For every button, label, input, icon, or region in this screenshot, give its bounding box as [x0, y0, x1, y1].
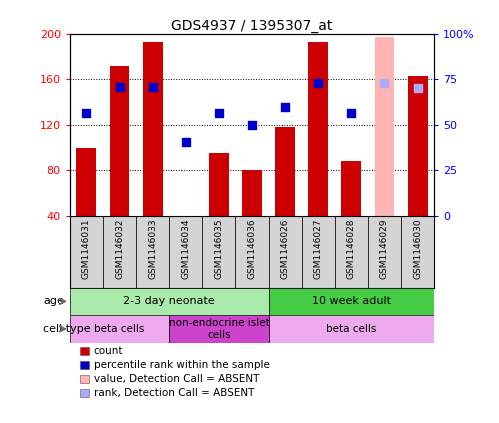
Text: rank, Detection Call = ABSENT: rank, Detection Call = ABSENT — [94, 388, 254, 398]
Bar — [70, 216, 103, 288]
Bar — [176, 216, 196, 218]
Point — [149, 84, 157, 91]
Bar — [70, 315, 169, 343]
Point — [116, 84, 124, 91]
Point — [82, 110, 90, 117]
Bar — [375, 37, 394, 216]
Text: age: age — [43, 297, 64, 306]
Bar — [268, 216, 302, 288]
Text: GSM1146032: GSM1146032 — [115, 219, 124, 279]
Text: beta cells: beta cells — [326, 324, 377, 334]
Bar — [401, 216, 434, 288]
Bar — [143, 42, 163, 216]
Bar — [341, 161, 361, 216]
Text: GSM1146027: GSM1146027 — [314, 219, 323, 279]
Point — [380, 80, 388, 86]
Text: GSM1146028: GSM1146028 — [347, 219, 356, 279]
Bar — [202, 216, 236, 288]
Bar — [268, 315, 434, 343]
Point — [182, 138, 190, 145]
Text: GSM1146029: GSM1146029 — [380, 219, 389, 279]
Bar — [136, 216, 169, 288]
Point — [347, 110, 355, 117]
Text: value, Detection Call = ABSENT: value, Detection Call = ABSENT — [94, 374, 259, 384]
Bar — [76, 148, 96, 216]
Point — [215, 110, 223, 117]
Point — [248, 121, 256, 128]
Bar — [268, 288, 434, 315]
Bar — [70, 288, 268, 315]
Text: beta cells: beta cells — [94, 324, 145, 334]
Text: 10 week adult: 10 week adult — [312, 297, 391, 306]
Point — [281, 103, 289, 110]
Bar — [103, 216, 136, 288]
Text: GSM1146035: GSM1146035 — [215, 219, 224, 279]
Bar — [236, 216, 268, 288]
Title: GDS4937 / 1395307_at: GDS4937 / 1395307_at — [171, 19, 333, 33]
Bar — [368, 216, 401, 288]
Text: percentile rank within the sample: percentile rank within the sample — [94, 360, 269, 370]
Bar — [308, 42, 328, 216]
Text: GSM1146033: GSM1146033 — [148, 219, 157, 279]
Bar — [209, 153, 229, 216]
Text: 2-3 day neonate: 2-3 day neonate — [123, 297, 215, 306]
Bar — [275, 127, 295, 216]
Bar — [335, 216, 368, 288]
Text: non-endocrine islet
cells: non-endocrine islet cells — [169, 318, 269, 340]
Text: count: count — [94, 346, 123, 356]
Bar — [408, 76, 428, 216]
Bar — [169, 315, 268, 343]
Bar — [302, 216, 335, 288]
Bar — [242, 170, 262, 216]
Text: GSM1146036: GSM1146036 — [248, 219, 256, 279]
Text: GSM1146034: GSM1146034 — [181, 219, 190, 279]
Point — [414, 85, 422, 92]
Text: GSM1146031: GSM1146031 — [82, 219, 91, 279]
Text: GSM1146030: GSM1146030 — [413, 219, 422, 279]
Bar — [110, 66, 129, 216]
Text: GSM1146026: GSM1146026 — [280, 219, 289, 279]
Bar — [169, 216, 202, 288]
Point — [314, 80, 322, 86]
Text: cell type: cell type — [43, 324, 91, 334]
